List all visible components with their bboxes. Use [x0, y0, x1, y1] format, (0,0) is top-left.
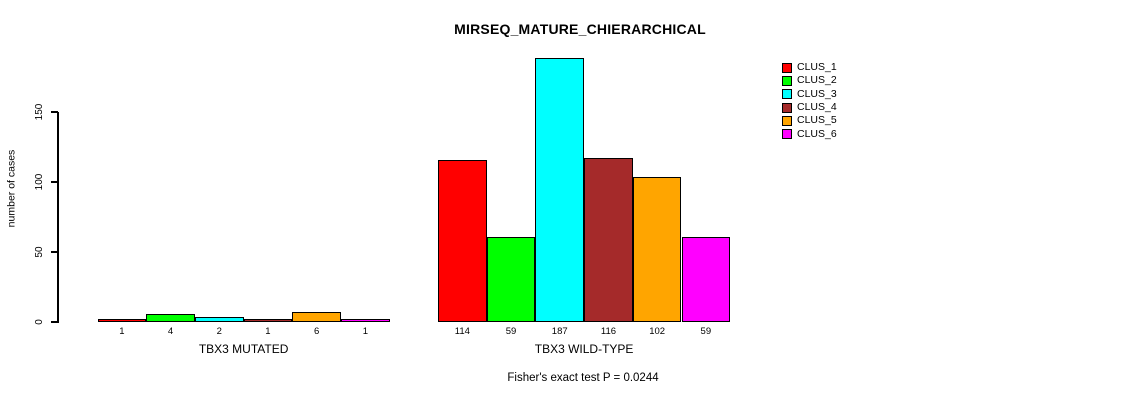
bar-clus_5-mutated: [292, 311, 341, 322]
fisher-test-annotation: Fisher's exact test P = 0.0244: [507, 372, 659, 384]
legend-swatch-clus_2: [782, 75, 792, 86]
legend-swatch-clus_3: [782, 89, 792, 100]
legend-swatch-clus_5: [782, 115, 792, 126]
bar-value-label: 102: [649, 326, 666, 337]
legend-item-clus_5: CLUS_5: [782, 114, 837, 127]
y-axis-tick: [51, 321, 58, 323]
bar-clus_4-mutated: [243, 318, 293, 322]
y-axis-tick: [51, 251, 58, 253]
y-axis-tick: [51, 111, 58, 113]
legend-swatch-clus_1: [782, 62, 792, 73]
chart-title: MIRSEQ_MATURE_CHIERARCHICAL: [454, 21, 706, 37]
y-axis-tick-label: 50: [34, 246, 45, 258]
bar-clus_6-mutated: [341, 318, 390, 322]
bar-value-label: 114: [454, 326, 470, 337]
bar-clus_6-wildtype: [681, 237, 731, 322]
legend-label: CLUS_5: [797, 114, 837, 127]
bar-clus_2-mutated: [146, 314, 195, 322]
bar-clus_2-wildtype: [486, 237, 536, 322]
bar-value-label: 116: [600, 326, 617, 337]
bar-clus_1-mutated: [97, 318, 147, 322]
y-axis-line: [57, 111, 59, 323]
legend-item-clus_6: CLUS_6: [782, 128, 837, 141]
group-label: TBX3 WILD-TYPE: [534, 342, 634, 356]
bar-value-label: 2: [216, 326, 222, 337]
legend-item-clus_4: CLUS_4: [782, 101, 837, 114]
bar-clus_3-mutated: [194, 317, 244, 322]
legend-swatch-clus_4: [782, 102, 792, 113]
legend-item-clus_1: CLUS_1: [782, 61, 837, 74]
bar-clus_4-wildtype: [584, 157, 633, 322]
y-axis-title: number of cases: [5, 149, 18, 228]
y-axis-tick-label: 150: [34, 103, 45, 121]
bar-value-label: 1: [362, 326, 368, 337]
bar-value-label: 187: [551, 326, 568, 337]
bar-value-label: 59: [505, 326, 517, 337]
legend-item-clus_3: CLUS_3: [782, 88, 837, 101]
y-axis-tick: [51, 181, 58, 183]
group-label: TBX3 MUTATED: [198, 342, 289, 356]
legend-label: CLUS_4: [797, 101, 837, 114]
y-axis-tick-label: 100: [34, 173, 45, 191]
bar-value-label: 4: [167, 326, 174, 337]
bar-value-label: 6: [313, 326, 320, 337]
bar-value-label: 1: [119, 326, 125, 337]
bar-clus_5-wildtype: [632, 177, 682, 322]
legend-label: CLUS_3: [797, 87, 837, 100]
bar-value-label: 1: [265, 326, 271, 337]
y-axis-tick-label: 0: [34, 319, 45, 325]
legend-item-clus_2: CLUS_2: [782, 74, 837, 87]
bar-value-label: 59: [700, 326, 712, 337]
bar-clus_3-wildtype: [535, 58, 585, 322]
legend-swatch-clus_6: [782, 129, 792, 140]
bar-clus_1-wildtype: [438, 160, 487, 322]
legend-label: CLUS_6: [797, 127, 837, 140]
legend-label: CLUS_2: [797, 74, 837, 87]
legend-label: CLUS_1: [797, 61, 837, 73]
